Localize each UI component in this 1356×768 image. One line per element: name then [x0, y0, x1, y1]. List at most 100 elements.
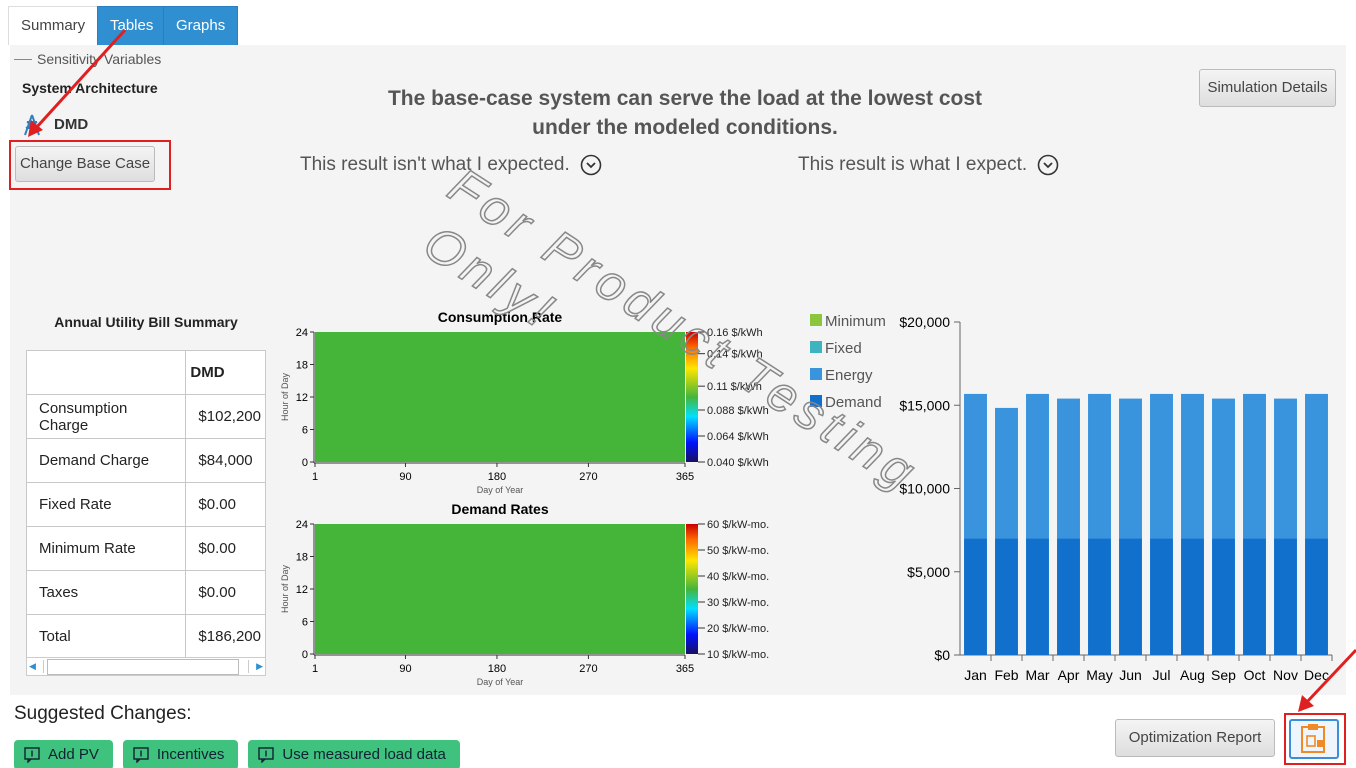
- value-cell: $102,200: [185, 394, 266, 439]
- suggestion-label: Use measured load data: [282, 746, 446, 763]
- x-tick-label: 1: [312, 663, 318, 675]
- x-tick-label: Mar: [1025, 667, 1049, 683]
- bar-segment: [1119, 538, 1142, 655]
- y-tick-label: $15,000: [899, 397, 950, 413]
- report-icon-button[interactable]: [1289, 719, 1339, 759]
- x-tick-label: Dec: [1304, 667, 1329, 683]
- headline-line: under the modeled conditions.: [532, 116, 838, 139]
- table-row: Taxes $0.00: [25, 570, 266, 615]
- y-tick-label: $0: [934, 647, 950, 663]
- x-axis-label: Day of Year: [477, 677, 524, 687]
- graphs-tab[interactable]: Graphs: [163, 6, 239, 45]
- legend-swatch: [810, 395, 822, 407]
- legend-swatch: [810, 341, 822, 353]
- table-title: Annual Utility Bill Summary: [54, 314, 238, 330]
- x-tick-label: 180: [488, 663, 506, 675]
- x-tick-label: Jun: [1119, 667, 1142, 683]
- y-tick-label: $20,000: [899, 314, 950, 330]
- colorbar-tick-label: 0.064 $/kWh: [707, 431, 769, 443]
- headline-line: The base-case system can serve the load …: [387, 87, 983, 110]
- x-tick-label: 270: [579, 471, 597, 483]
- legend-label: Energy: [825, 367, 873, 384]
- suggestion-button[interactable]: Add PV: [14, 740, 113, 768]
- x-tick-label: Feb: [994, 667, 1018, 683]
- suggested-buttons: Add PV Incentives Use measured load data: [14, 740, 460, 768]
- y-tick-label: 12: [296, 392, 308, 404]
- scroll-thumb[interactable]: [47, 659, 239, 675]
- colorbar: [686, 332, 698, 462]
- label-cell: Total: [25, 614, 187, 659]
- colorbar-tick-label: 10 $/kW-mo.: [707, 649, 769, 661]
- clipboard-icon: [1301, 724, 1325, 753]
- value-cell: $84,000: [185, 438, 266, 483]
- chart-title: Consumption Rate: [438, 309, 563, 325]
- legend-label: Minimum: [825, 313, 886, 330]
- colorbar-tick-label: 30 $/kW-mo.: [707, 597, 769, 609]
- x-tick-label: 270: [579, 663, 597, 675]
- simulation-details-button[interactable]: Simulation Details: [1199, 69, 1336, 107]
- colorbar-tick-label: 0.088 $/kWh: [707, 405, 769, 417]
- feedback-toggle[interactable]: This result isn't what I expected.: [300, 154, 602, 176]
- colorbar-tick-label: 0.040 $/kWh: [707, 457, 769, 469]
- bar-segment: [1274, 398, 1297, 539]
- x-tick-label: 1: [312, 471, 318, 483]
- table-row: Total $186,200: [25, 614, 266, 659]
- table-row: Fixed Rate $0.00: [25, 482, 266, 527]
- legend-label: Fixed: [825, 340, 862, 357]
- chart-title: Demand Rates: [451, 501, 548, 517]
- bar-segment: [1274, 538, 1297, 655]
- scrollbar[interactable]: ◀ ▶: [26, 657, 266, 676]
- colorbar-tick-label: 60 $/kW-mo.: [707, 519, 769, 531]
- y-tick-label: 6: [302, 425, 308, 437]
- optimization-report-button[interactable]: Optimization Report: [1115, 719, 1275, 757]
- note-icon: [258, 747, 275, 763]
- x-tick-label: Oct: [1244, 667, 1266, 683]
- legend-label: Demand: [825, 394, 882, 411]
- value-cell: $0.00: [185, 526, 266, 571]
- suggestion-label: Add PV: [48, 746, 99, 763]
- scroll-left[interactable]: ◀: [29, 660, 44, 673]
- x-tick-label: Jan: [964, 667, 987, 683]
- scroll-right[interactable]: ▶: [248, 660, 263, 673]
- bar-segment: [1305, 393, 1328, 539]
- note-icon: [133, 747, 149, 763]
- bar-segment: [1181, 538, 1204, 655]
- suggestion-button[interactable]: Incentives: [122, 740, 239, 768]
- y-tick-label: 18: [296, 552, 308, 564]
- x-tick-label: 365: [676, 663, 694, 675]
- y-tick-label: 0: [302, 649, 308, 661]
- colorbar-tick-label: 0.16 $/kWh: [707, 327, 763, 339]
- colorbar-tick-label: 20 $/kW-mo.: [707, 623, 769, 635]
- colorbar-tick-label: 40 $/kW-mo.: [707, 571, 769, 583]
- colorbar-tick-label: 0.14 $/kWh: [707, 349, 763, 361]
- note-icon: [24, 747, 40, 763]
- x-tick-label: 90: [399, 471, 411, 483]
- bar-segment: [1243, 393, 1266, 539]
- expand-icon: [1037, 154, 1059, 176]
- x-tick-label: 180: [488, 471, 506, 483]
- bar-segment: [1088, 538, 1111, 655]
- colorbar: [686, 524, 698, 654]
- colorbar-tick-label: 50 $/kW-mo.: [707, 545, 769, 557]
- bar-segment: [1150, 393, 1173, 539]
- bill-table: DMD Consumption Charge $102,200 Demand Cha…: [25, 350, 266, 659]
- heatmap-cells: [315, 524, 685, 654]
- bar-segment: [1212, 538, 1235, 655]
- bar-segment: [1150, 538, 1173, 655]
- bar-segment: [964, 538, 987, 655]
- x-tick-label: Jul: [1153, 667, 1171, 683]
- bar-segment: [1026, 393, 1049, 539]
- suggestion-button[interactable]: Use measured load data: [248, 740, 460, 768]
- value-cell: $0.00: [185, 570, 266, 615]
- bar-segment: [1088, 393, 1111, 539]
- x-axis-label: Day of Year: [477, 485, 524, 495]
- feedback-toggle[interactable]: This result is what I expect.: [798, 154, 1059, 176]
- y-tick-label: $10,000: [899, 481, 950, 497]
- x-tick-label: 365: [676, 471, 694, 483]
- y-tick-label: 12: [296, 584, 308, 596]
- bar-segment: [1243, 538, 1266, 655]
- bar-segment: [995, 407, 1018, 539]
- x-tick-label: May: [1086, 667, 1112, 683]
- label-cell: Demand Charge: [25, 438, 187, 483]
